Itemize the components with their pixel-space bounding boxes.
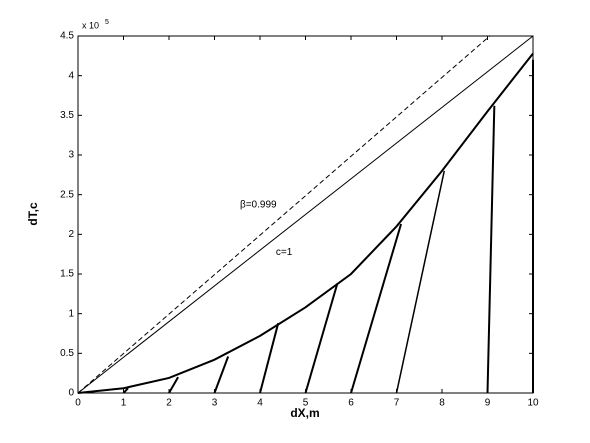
line bbox=[395, 170, 446, 394]
y-axis-label: dT,c bbox=[26, 202, 40, 226]
line bbox=[350, 223, 403, 394]
y-tick-label: 3 bbox=[68, 150, 74, 161]
x-tick-label: 7 bbox=[394, 398, 400, 409]
y-exponent-base: x 10 bbox=[82, 20, 99, 30]
x-tick-label: 10 bbox=[527, 398, 539, 409]
line bbox=[122, 387, 129, 394]
y-tick-label: 0 bbox=[68, 388, 74, 399]
x-tick-label: 4 bbox=[257, 398, 263, 409]
y-tick-label: 1.5 bbox=[60, 269, 74, 280]
line bbox=[77, 35, 534, 394]
x-tick-label: 6 bbox=[348, 398, 354, 409]
y-exponent-power: 5 bbox=[105, 19, 109, 26]
y-tick-label: 4 bbox=[68, 70, 74, 81]
x-tick-label: 2 bbox=[166, 398, 172, 409]
y-tick-label: 2.5 bbox=[60, 189, 74, 200]
line bbox=[77, 52, 534, 394]
x-tick-label: 0 bbox=[75, 398, 81, 409]
x-tick-label: 8 bbox=[439, 398, 445, 409]
x-tick-label: 1 bbox=[121, 398, 127, 409]
y-tick-label: 0.5 bbox=[60, 348, 74, 359]
x-tick-label: 9 bbox=[485, 398, 491, 409]
y-tick-label: 3.5 bbox=[60, 110, 74, 121]
line bbox=[77, 35, 491, 394]
line bbox=[213, 356, 230, 394]
x-tick-label: 5 bbox=[303, 398, 309, 409]
y-tick-label: 2 bbox=[68, 229, 74, 240]
annotation: β=0.999 bbox=[240, 200, 277, 211]
annotation: c=1 bbox=[276, 247, 293, 258]
y-tick-label: 1 bbox=[68, 308, 74, 319]
line bbox=[486, 105, 496, 394]
x-axis-label: dX,m bbox=[290, 406, 319, 420]
y-tick-label: 4.5 bbox=[60, 31, 74, 42]
line bbox=[168, 376, 179, 394]
line bbox=[259, 322, 280, 394]
line bbox=[304, 283, 339, 394]
x-tick-label: 3 bbox=[212, 398, 218, 409]
